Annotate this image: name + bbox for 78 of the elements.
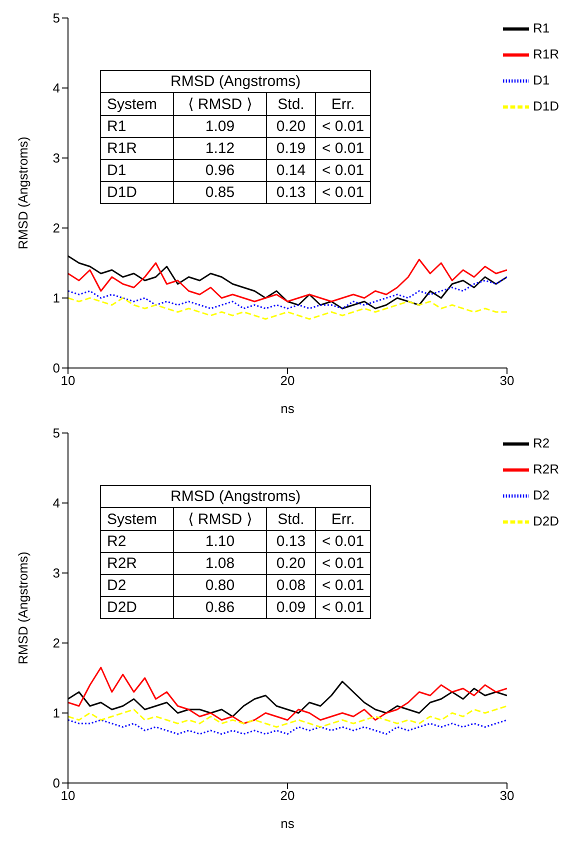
y-tick-label: 4	[52, 80, 60, 96]
y-axis-title: RMSD (Angstroms)	[16, 136, 31, 250]
x-axis-title: ns	[280, 401, 295, 416]
y-tick-label: 2	[52, 636, 60, 651]
line-series	[68, 705, 507, 728]
line-series	[68, 666, 507, 724]
annotation: < 0.01	[316, 552, 371, 574]
annotation: < 0.01	[316, 116, 371, 138]
annotation: Std.	[266, 508, 316, 530]
legend-label: R1	[532, 20, 550, 36]
annotation: 0.19	[266, 138, 316, 160]
y-tick-label: 5	[52, 426, 60, 441]
y-tick-label: 3	[52, 566, 60, 581]
annotation: 0.14	[266, 160, 316, 182]
x-axis-title: ns	[280, 816, 295, 831]
x-tick-label: 20	[280, 788, 295, 804]
legend-label: R2R	[532, 461, 559, 476]
y-tick-label: 2	[52, 220, 60, 236]
annotation: D2D	[100, 596, 174, 618]
annotation: 0.08	[266, 574, 316, 596]
annotation: R2	[100, 530, 174, 552]
legend-label: D1D	[532, 98, 559, 114]
annotation: < 0.01	[316, 574, 371, 596]
annotation: 0.20	[266, 116, 316, 138]
line-series	[68, 297, 507, 320]
annotation: System	[100, 92, 174, 116]
annotation: R2R	[100, 552, 174, 574]
annotation: 0.09	[266, 596, 316, 618]
annotation: Err.	[316, 508, 371, 530]
legend-label: R2	[532, 435, 550, 450]
annotation: < 0.01	[316, 596, 371, 618]
y-axis-title: RMSD (Angstroms)	[16, 552, 31, 664]
annotation: < 0.01	[316, 182, 371, 204]
annotation: 1.09	[174, 116, 266, 138]
y-tick-label: 4	[52, 496, 60, 511]
annotation: 0.85	[174, 182, 266, 204]
y-tick-label: 1	[52, 290, 60, 306]
annotation: RMSD (Angstroms)	[100, 70, 371, 92]
legend-label: D2	[532, 487, 550, 502]
annotation: < 0.01	[316, 138, 371, 160]
annotation: ⟨ RMSD ⟩	[174, 508, 266, 530]
x-tick-label: 30	[500, 788, 514, 804]
annotation: 1.10	[174, 530, 266, 552]
y-tick-label: 0	[52, 776, 60, 791]
annotation: < 0.01	[316, 530, 371, 552]
annotation: 0.96	[174, 160, 266, 182]
annotation: R1	[100, 116, 174, 138]
annotation: R1R	[100, 138, 174, 160]
annotation: D2	[100, 574, 174, 596]
line-series	[68, 276, 507, 310]
annotation: < 0.01	[316, 160, 371, 182]
x-tick-label: 10	[60, 373, 76, 388]
annotation: ⟨ RMSD ⟩	[174, 92, 266, 116]
y-tick-label: 0	[52, 360, 60, 376]
annotation: System	[100, 508, 174, 530]
legend-label: D2D	[532, 513, 559, 528]
x-tick-label: 30	[500, 373, 514, 388]
x-tick-label: 20	[280, 373, 295, 388]
annotation: D1D	[100, 182, 174, 204]
annotation: 0.86	[174, 596, 266, 618]
y-tick-label: 1	[52, 706, 60, 721]
x-tick-label: 10	[60, 788, 76, 804]
annotation: 1.12	[174, 138, 266, 160]
line-series	[68, 719, 507, 735]
legend-label: R1R	[532, 46, 559, 62]
annotation: Std.	[266, 92, 316, 116]
annotation: 1.08	[174, 552, 266, 574]
annotation: 0.80	[174, 574, 266, 596]
annotation: D1	[100, 160, 174, 182]
annotation: Err.	[316, 92, 371, 116]
annotation: RMSD (Angstroms)	[100, 486, 371, 508]
annotation: 0.13	[266, 530, 316, 552]
annotation: 0.13	[266, 182, 316, 204]
y-tick-label: 3	[52, 150, 60, 166]
annotation: 0.20	[266, 552, 316, 574]
legend-label: D1	[532, 72, 550, 88]
line-series	[68, 258, 507, 302]
y-tick-label: 5	[52, 10, 60, 26]
